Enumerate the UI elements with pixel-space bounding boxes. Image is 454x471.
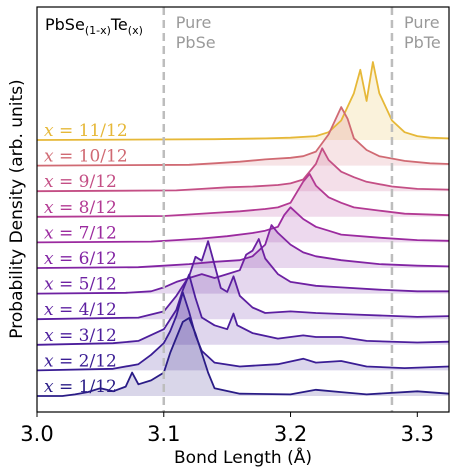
series-line-9 — [36, 147, 450, 193]
reference-label-1-2: PbSe — [176, 33, 216, 52]
series-line-5 — [36, 238, 449, 295]
series-fill-4 — [37, 241, 449, 320]
series-line-3 — [36, 273, 450, 346]
title-part-2: (1-x) — [85, 24, 111, 37]
reference-label-2-1: Pure — [404, 13, 440, 32]
series-label-2: x = 2/12 — [44, 351, 117, 371]
chart-title: PbSe(1-x)Te(x) — [45, 15, 143, 37]
series-label-3: x = 3/12 — [44, 326, 117, 346]
series-label-10: x = 10/12 — [44, 147, 128, 167]
title-part-3: Te — [110, 15, 128, 34]
reference-label-1-1: Pure — [176, 13, 212, 32]
series-label-4: x = 4/12 — [44, 300, 117, 320]
x-tick-label-3: 3.2 — [274, 422, 307, 446]
series-label-8: x = 8/12 — [44, 198, 117, 218]
series-label-6: x = 6/12 — [44, 249, 117, 269]
series-label-9: x = 9/12 — [44, 172, 117, 192]
series-fill-8 — [37, 173, 449, 217]
series-lines — [36, 61, 450, 397]
series-line-11 — [36, 61, 450, 141]
y-axis-label: Probability Density (arb. units) — [7, 79, 27, 338]
series-label-7: x = 7/12 — [44, 223, 117, 243]
series-line-6 — [36, 224, 450, 269]
series-line-4 — [36, 240, 450, 321]
series-line-8 — [36, 173, 450, 218]
x-tick-label-4: 3.3 — [401, 422, 434, 446]
series-line-7 — [36, 206, 450, 244]
series-fill-5 — [37, 239, 449, 294]
x-axis-label: Bond Length (Å) — [174, 446, 312, 468]
series-label-1: x = 1/12 — [44, 377, 117, 397]
series-fill-11 — [37, 62, 449, 140]
x-tick-label-1: 3.0 — [20, 422, 53, 446]
series-fill-3 — [37, 274, 449, 345]
series-labels: x = 11/12 x = 10/12 x = 9/12 x = 8/12 x = 7/… — [44, 121, 128, 397]
series-line-1 — [37, 317, 450, 397]
title-part-4: (x) — [128, 24, 143, 37]
title-part-1: PbSe — [45, 15, 85, 34]
series-label-5: x = 5/12 — [44, 275, 117, 295]
plot-background — [37, 7, 449, 412]
series-fill-9 — [37, 148, 449, 192]
x-tick-label-2: 3.1 — [147, 422, 180, 446]
x-ticks: 3.0 3.1 3.2 3.3 — [20, 412, 434, 446]
series-fill-7 — [37, 207, 449, 243]
plot-frame — [36, 6, 450, 413]
series-fill-10 — [37, 107, 449, 166]
reference-label-2-2: PbTe — [404, 33, 441, 52]
series-label-11: x = 11/12 — [44, 121, 128, 141]
series-line-10 — [36, 106, 450, 167]
